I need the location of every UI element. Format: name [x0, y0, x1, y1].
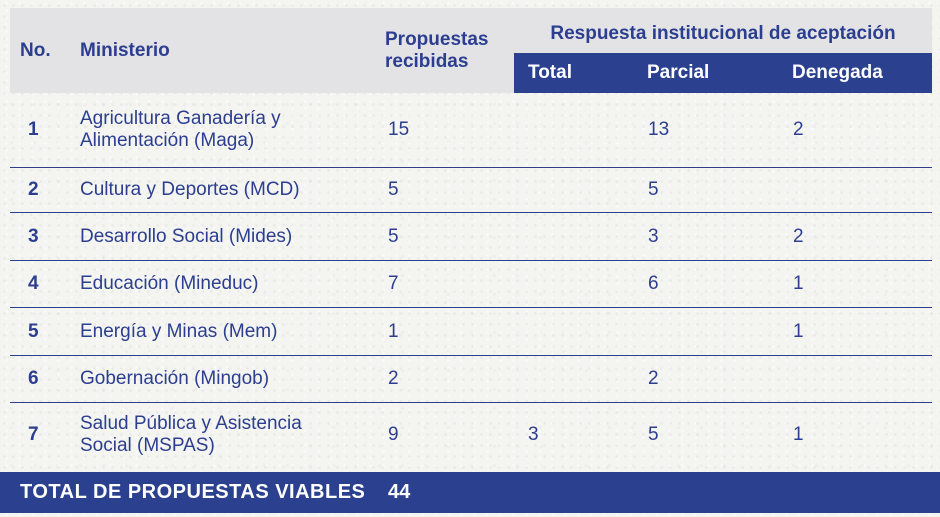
cell-no: 3: [28, 225, 39, 247]
cell-ministry: Agricultura Ganadería y Alimentación (Ma…: [80, 108, 281, 151]
cell-ministry: Cultura y Deportes (MCD): [80, 179, 300, 200]
cell-no: 5: [28, 320, 39, 342]
column-header-total: Total: [528, 62, 572, 83]
subheader-bar: Total Parcial Denegada: [514, 53, 932, 93]
cell-no: 2: [28, 179, 39, 200]
column-header-no: No.: [20, 39, 51, 61]
table-row: 2 Cultura y Deportes (MCD) 5 5: [10, 168, 932, 213]
column-group-header-respuesta: Respuesta institucional de aceptación: [550, 23, 896, 44]
cell-recibidas: 5: [388, 225, 399, 247]
footer-total-label: TOTAL DE PROPUESTAS VIABLES: [20, 481, 366, 503]
cell-denegada: 2: [793, 225, 804, 247]
column-header-ministerio: Ministerio: [80, 39, 170, 61]
cell-no: 7: [28, 424, 39, 445]
column-header-propuestas-recibidas: Propuestas recibidas: [385, 28, 489, 72]
cell-no: 4: [28, 273, 39, 294]
cell-recibidas: 15: [388, 119, 410, 140]
table-row: 4 Educación (Mineduc) 7 6 1: [10, 261, 932, 308]
cell-no: 6: [28, 368, 39, 389]
table-row: 3 Desarrollo Social (Mides) 5 3 2: [10, 213, 932, 261]
cell-parcial: 3: [648, 225, 659, 247]
cell-ministry: Educación (Mineduc): [80, 273, 259, 294]
column-header-denegada: Denegada: [792, 62, 883, 83]
cell-no: 1: [28, 119, 39, 140]
table-footer: TOTAL DE PROPUESTAS VIABLES 44: [0, 472, 940, 513]
footer-total-value: 44: [388, 481, 411, 503]
cell-denegada: 1: [793, 273, 804, 294]
table-row: 5 Energía y Minas (Mem) 1 1: [10, 308, 932, 356]
cell-recibidas: 9: [388, 424, 399, 445]
cell-ministry: Salud Pública y Asistencia Social (MSPAS…: [80, 413, 302, 456]
table-row: 1 Agricultura Ganadería y Alimentación (…: [10, 93, 932, 168]
cell-denegada: 1: [793, 320, 804, 342]
cell-total: 3: [528, 424, 539, 445]
cell-parcial: 2: [648, 368, 659, 389]
cell-ministry: Energía y Minas (Mem): [80, 320, 278, 342]
table-body: 1 Agricultura Ganadería y Alimentación (…: [10, 93, 932, 467]
table-row: 6 Gobernación (Mingob) 2 2: [10, 356, 932, 403]
cell-recibidas: 7: [388, 273, 399, 294]
cell-recibidas: 2: [388, 368, 399, 389]
cell-recibidas: 5: [388, 179, 399, 200]
cell-parcial: 6: [648, 273, 659, 294]
cell-recibidas: 1: [388, 320, 399, 342]
cell-parcial: 5: [648, 179, 659, 200]
cell-parcial: 5: [648, 424, 659, 445]
cell-ministry: Desarrollo Social (Mides): [80, 225, 293, 247]
column-header-parcial: Parcial: [647, 62, 710, 83]
cell-denegada: 2: [793, 119, 804, 140]
table-header: No. Ministerio Propuestas recibidas Resp…: [10, 8, 932, 93]
table-row: 7 Salud Pública y Asistencia Social (MSP…: [10, 403, 932, 467]
cell-denegada: 1: [793, 424, 804, 445]
cell-parcial: 13: [648, 119, 670, 140]
cell-ministry: Gobernación (Mingob): [80, 368, 270, 389]
